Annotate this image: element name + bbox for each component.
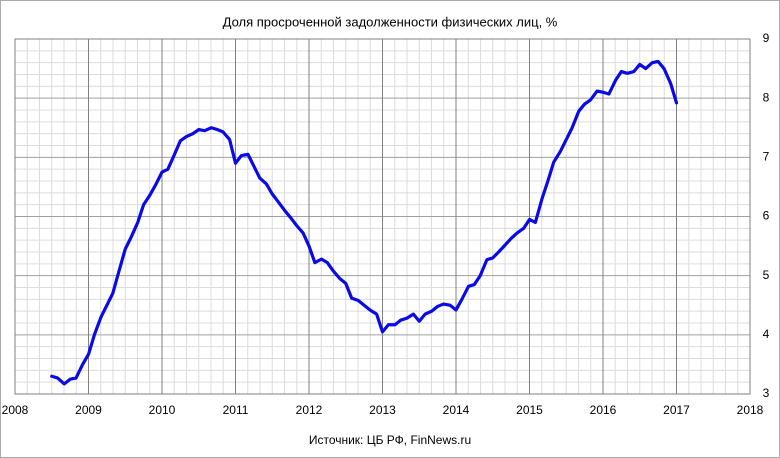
x-tick-label: 2009 xyxy=(75,403,102,417)
x-tick-label: 2011 xyxy=(223,403,249,417)
x-tick-label: 2017 xyxy=(663,403,690,417)
x-tick-label: 2014 xyxy=(443,403,470,417)
plot-frame xyxy=(14,38,751,395)
x-tick-label: 2015 xyxy=(516,403,543,417)
y-tick-label: 4 xyxy=(763,327,770,341)
y-tick-label: 6 xyxy=(763,209,770,223)
data-line xyxy=(50,59,679,386)
y-tick-label: 9 xyxy=(763,31,770,45)
x-tick-label: 2016 xyxy=(590,403,617,417)
x-tick-label: 2013 xyxy=(369,403,396,417)
x-tick-label: 2012 xyxy=(296,403,323,417)
x-tick-label: 2008 xyxy=(2,403,29,417)
x-tick-label: 2010 xyxy=(149,403,176,417)
x-axis-label: Источник: ЦБ РФ, FinNews.ru xyxy=(309,433,471,447)
y-tick-label: 7 xyxy=(763,150,770,164)
x-tick-label: 2018 xyxy=(737,403,764,417)
y-tick-label: 8 xyxy=(763,90,770,104)
y-tick-label: 3 xyxy=(763,386,770,400)
chart-title: Доля просроченной задолженности физическ… xyxy=(223,14,558,29)
y-tick-label: 5 xyxy=(763,268,770,282)
